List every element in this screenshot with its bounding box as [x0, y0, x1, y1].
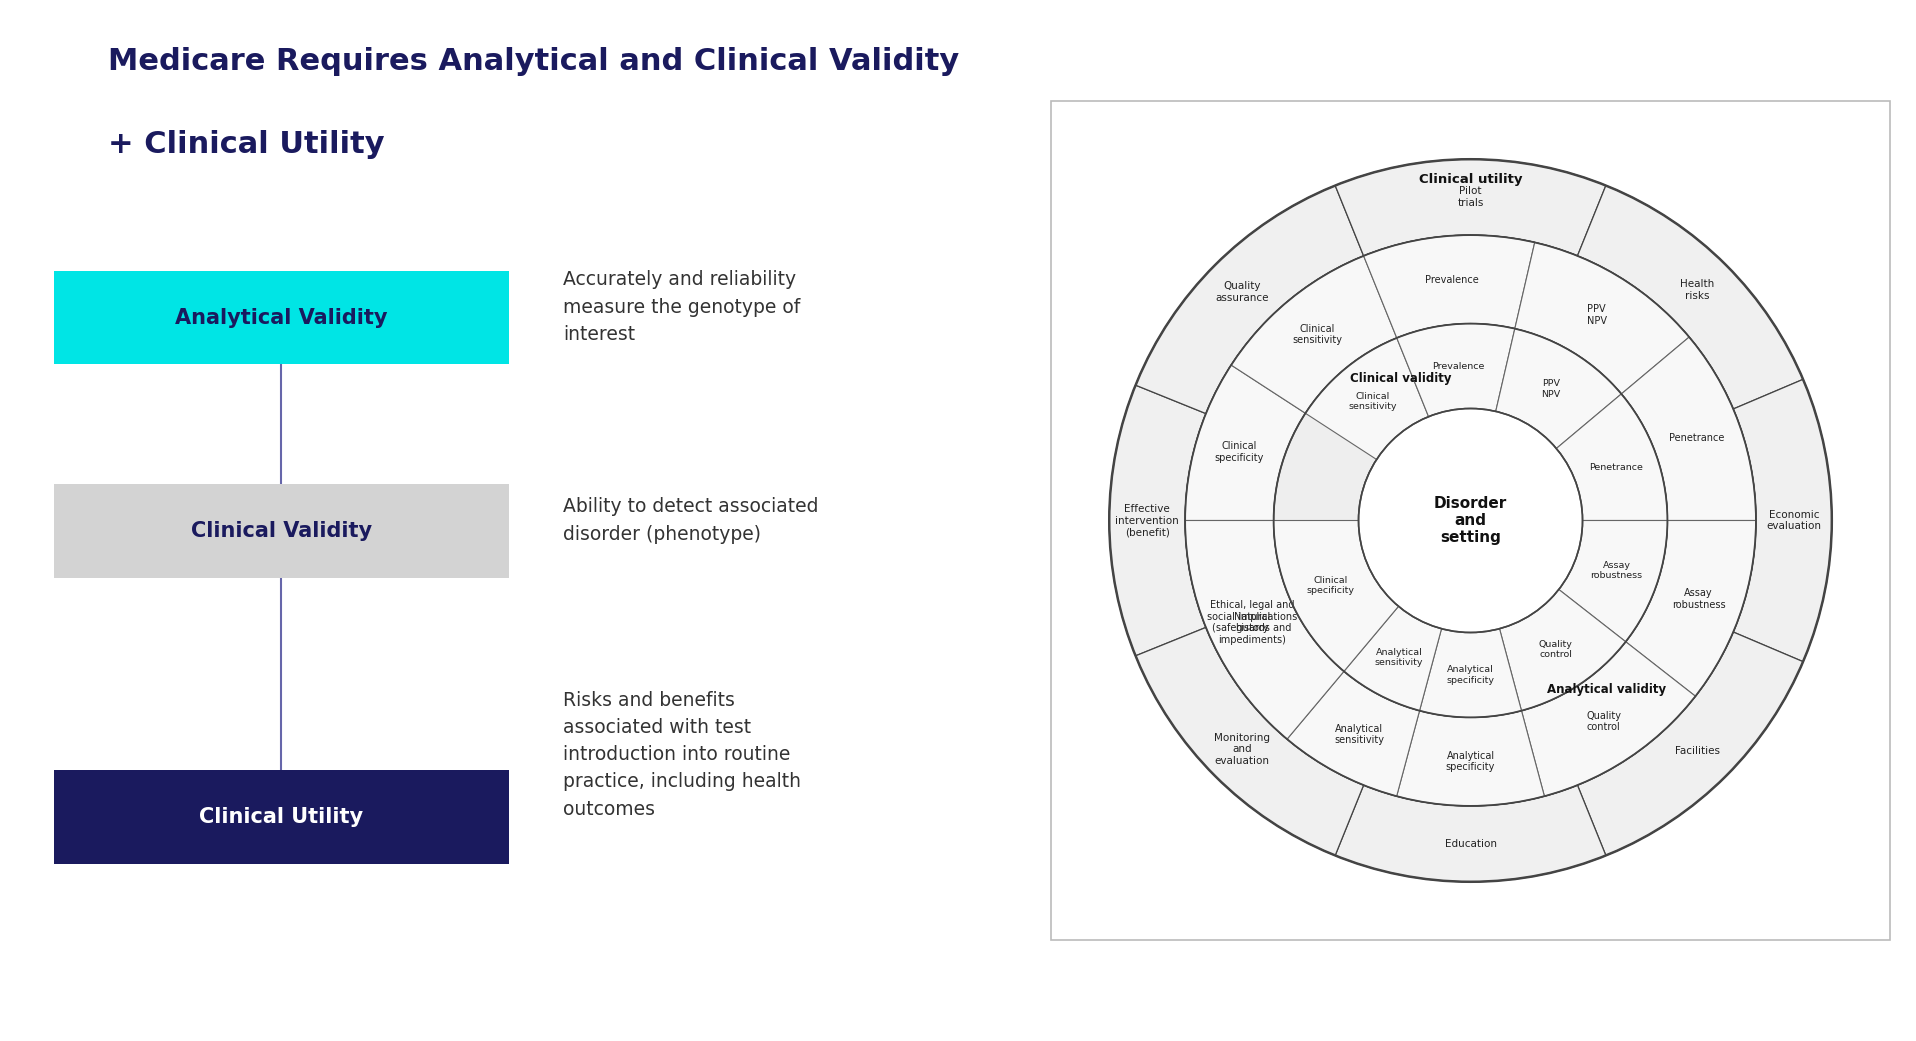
- Text: Quality
assurance: Quality assurance: [1215, 281, 1268, 303]
- Text: Ethical, legal and
social implications
(safeguards and
impediments): Ethical, legal and social implications (…: [1207, 600, 1297, 644]
- Polygon shape: [1625, 520, 1755, 696]
- Polygon shape: [1186, 235, 1755, 806]
- Polygon shape: [1420, 629, 1521, 717]
- Text: Clinical
sensitivity: Clinical sensitivity: [1291, 324, 1341, 346]
- Text: PPV
NPV: PPV NPV: [1586, 304, 1606, 326]
- Polygon shape: [1343, 606, 1441, 711]
- Polygon shape: [1136, 185, 1364, 413]
- FancyBboxPatch shape: [1052, 101, 1889, 940]
- Polygon shape: [1186, 520, 1343, 739]
- Polygon shape: [1305, 338, 1429, 459]
- Polygon shape: [1521, 641, 1696, 796]
- Text: Monitoring
and
evaluation: Monitoring and evaluation: [1215, 733, 1270, 766]
- Text: Facilities: Facilities: [1675, 746, 1721, 756]
- Polygon shape: [1621, 337, 1755, 520]
- Text: Medicare Requires Analytical and Clinical Validity: Medicare Requires Analytical and Clinica…: [107, 47, 960, 76]
- Polygon shape: [1496, 329, 1621, 449]
- Polygon shape: [1232, 256, 1397, 413]
- Text: Clinical Utility: Clinical Utility: [199, 807, 364, 828]
- Polygon shape: [1577, 632, 1803, 856]
- Polygon shape: [1397, 324, 1516, 416]
- Text: Assay
robustness: Assay robustness: [1590, 561, 1642, 581]
- Polygon shape: [1577, 185, 1803, 409]
- FancyBboxPatch shape: [54, 484, 510, 578]
- Polygon shape: [1274, 324, 1667, 717]
- Polygon shape: [1186, 520, 1343, 739]
- Polygon shape: [1136, 628, 1364, 856]
- Polygon shape: [1109, 385, 1205, 656]
- Polygon shape: [1556, 393, 1667, 520]
- Text: Prevalence: Prevalence: [1433, 362, 1485, 371]
- FancyBboxPatch shape: [54, 271, 510, 364]
- Polygon shape: [1500, 589, 1625, 711]
- Polygon shape: [1274, 520, 1399, 671]
- Text: Clinical
specificity: Clinical specificity: [1307, 576, 1355, 595]
- Text: Quality
control: Quality control: [1586, 711, 1621, 733]
- Text: Pilot
trials: Pilot trials: [1458, 186, 1483, 208]
- Text: Disorder
and
setting: Disorder and setting: [1433, 496, 1508, 545]
- Polygon shape: [1364, 235, 1535, 338]
- Text: Analytical
specificity: Analytical specificity: [1447, 665, 1494, 685]
- Text: Quality
control: Quality control: [1539, 639, 1573, 659]
- Text: Clinical Validity: Clinical Validity: [192, 520, 372, 541]
- Circle shape: [1358, 408, 1583, 633]
- Polygon shape: [1186, 365, 1305, 520]
- Text: Analytical
sensitivity: Analytical sensitivity: [1376, 648, 1424, 667]
- Text: + Clinical Utility: + Clinical Utility: [107, 130, 385, 159]
- Text: Health
risks: Health risks: [1680, 279, 1715, 301]
- Text: PPV
NPV: PPV NPV: [1542, 379, 1562, 399]
- Polygon shape: [1288, 671, 1420, 796]
- Polygon shape: [1335, 785, 1606, 882]
- Text: Economic
evaluation: Economic evaluation: [1767, 510, 1822, 531]
- Polygon shape: [1734, 379, 1832, 662]
- Text: Analytical Validity: Analytical Validity: [174, 307, 387, 328]
- Text: Ability to detect associated
disorder (phenotype): Ability to detect associated disorder (p…: [563, 498, 818, 543]
- Text: Analytical validity: Analytical validity: [1546, 683, 1665, 696]
- Text: Penetrance: Penetrance: [1669, 433, 1724, 443]
- Polygon shape: [1516, 243, 1690, 393]
- FancyBboxPatch shape: [54, 770, 510, 864]
- Text: Analytical
sensitivity: Analytical sensitivity: [1334, 723, 1383, 745]
- Text: Clinical
sensitivity: Clinical sensitivity: [1349, 391, 1397, 411]
- Text: Assay
robustness: Assay robustness: [1673, 588, 1726, 610]
- Polygon shape: [1560, 520, 1667, 641]
- Text: Natural
history: Natural history: [1234, 612, 1270, 633]
- Text: Education: Education: [1445, 839, 1496, 848]
- Text: Clinical utility: Clinical utility: [1418, 173, 1523, 185]
- Polygon shape: [1397, 711, 1544, 806]
- Text: Analytical
specificity: Analytical specificity: [1447, 751, 1494, 772]
- Text: Risks and benefits
associated with test
introduction into routine
practice, incl: Risks and benefits associated with test …: [563, 691, 801, 818]
- Text: Prevalence: Prevalence: [1426, 275, 1479, 285]
- Text: Clinical
specificity: Clinical specificity: [1215, 441, 1265, 463]
- Polygon shape: [1335, 159, 1606, 256]
- Text: Effective
intervention
(benefit): Effective intervention (benefit): [1115, 504, 1178, 537]
- Text: Clinical validity: Clinical validity: [1351, 372, 1452, 385]
- Text: Accurately and reliability
measure the genotype of
interest: Accurately and reliability measure the g…: [563, 271, 801, 344]
- Text: Penetrance: Penetrance: [1588, 463, 1642, 473]
